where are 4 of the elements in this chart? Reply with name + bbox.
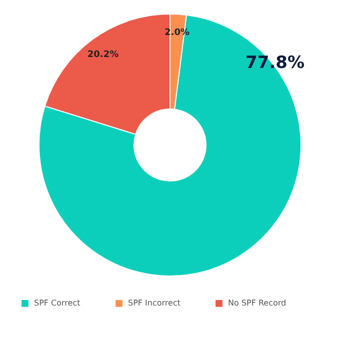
legend-label: SPF Incorrect — [128, 298, 180, 308]
legend-label: SPF Correct — [34, 298, 80, 308]
data-label: 20.2% — [87, 50, 119, 60]
legend-label: No SPF Record — [228, 298, 286, 308]
